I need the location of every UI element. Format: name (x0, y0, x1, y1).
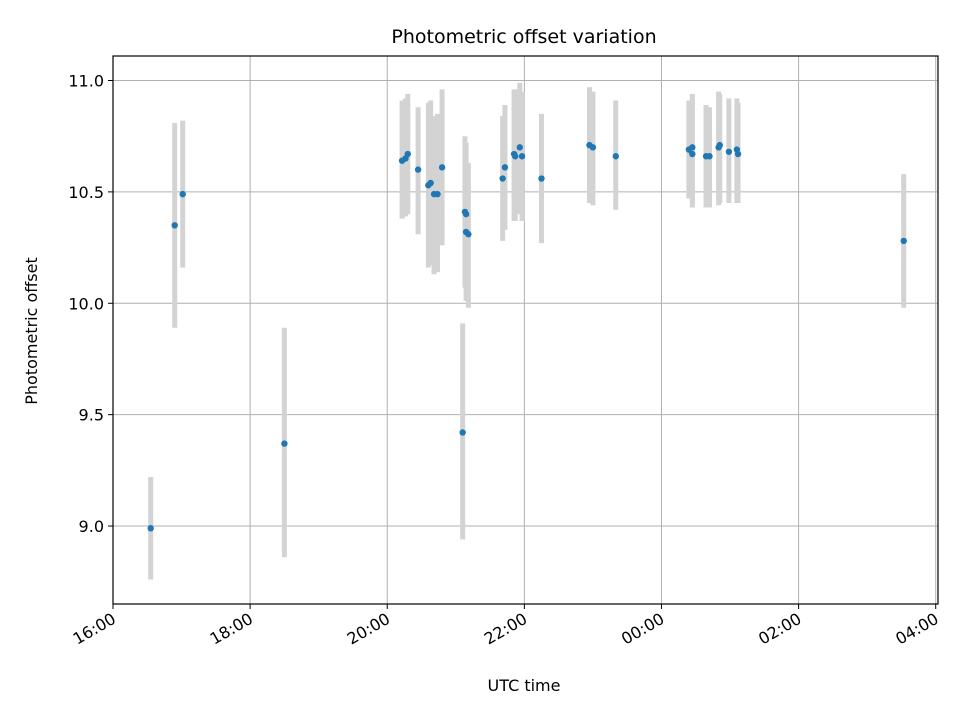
data-point (462, 210, 470, 218)
data-point (716, 141, 723, 149)
data-point (612, 153, 619, 160)
y-tick-label: 9.5 (79, 406, 104, 425)
data-point (512, 153, 519, 160)
chart-title: Photometric offset variation (391, 26, 656, 48)
data-point (589, 144, 597, 151)
data-point (281, 440, 288, 447)
data-point (434, 190, 441, 198)
data-point (734, 150, 742, 158)
data-point (414, 166, 422, 173)
data-point (499, 175, 506, 182)
data-point (427, 179, 434, 187)
data-point (689, 150, 696, 158)
data-point (725, 148, 733, 155)
data-point (459, 429, 466, 436)
data-point (900, 237, 907, 245)
data-point (404, 150, 412, 158)
data-point (147, 525, 154, 532)
x-axis-title: UTC time (488, 676, 561, 695)
data-point (501, 164, 509, 171)
y-tick-label: 10.5 (68, 183, 104, 202)
grid-lines (112, 56, 938, 604)
y-tick-label: 10.0 (68, 294, 104, 313)
data-point (518, 153, 526, 160)
y-tick-label: 9.0 (79, 517, 104, 536)
data-point (538, 175, 545, 182)
y-axis-ticks: 9.0 9.5 10.0 10.5 11.0 (68, 72, 113, 536)
y-axis-title: Photometric offset (22, 257, 41, 405)
y-tick-label: 11.0 (68, 72, 104, 91)
data-point (179, 190, 186, 198)
data-point (465, 231, 472, 238)
data-points (147, 141, 907, 532)
plot-frame (112, 55, 939, 605)
data-point (171, 222, 178, 229)
data-point (438, 164, 446, 171)
data-point (516, 144, 523, 151)
data-point (706, 153, 713, 160)
data-point (689, 144, 696, 151)
